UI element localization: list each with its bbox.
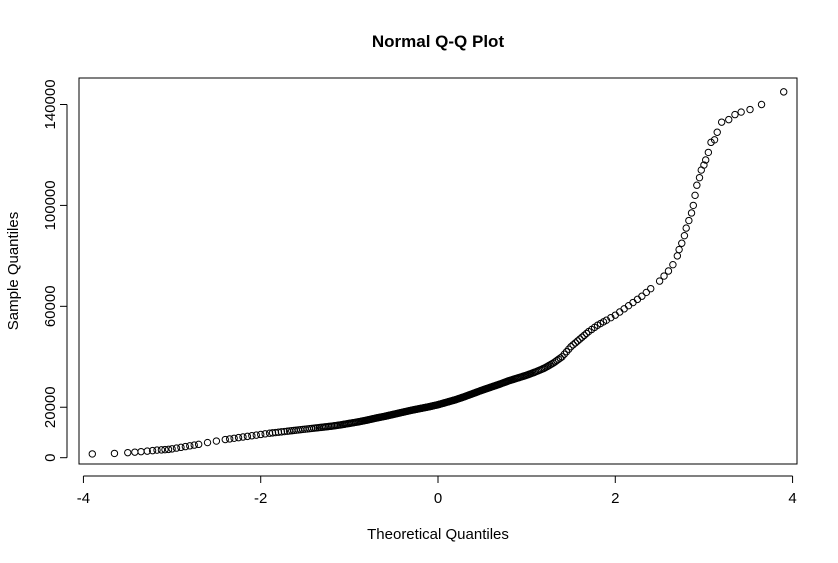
data-point bbox=[780, 88, 788, 96]
data-point bbox=[567, 342, 575, 351]
data-point bbox=[669, 260, 677, 269]
data-point bbox=[157, 446, 166, 454]
y-axis-label: Sample Quantiles bbox=[5, 212, 22, 330]
y-tick-label: 0 bbox=[42, 454, 59, 462]
data-point-fill bbox=[633, 295, 642, 304]
data-point bbox=[687, 209, 696, 217]
data-point bbox=[177, 443, 185, 452]
data-point bbox=[691, 191, 699, 200]
data-point bbox=[124, 448, 132, 457]
data-point bbox=[701, 156, 710, 164]
data-point bbox=[143, 447, 151, 455]
data-point bbox=[110, 449, 119, 458]
x-tick-label: 2 bbox=[611, 490, 619, 507]
y-tick-label: 20000 bbox=[42, 386, 59, 428]
y-tick-label: 140000 bbox=[42, 79, 59, 129]
y-tick-label: 60000 bbox=[42, 285, 59, 327]
data-point-fill bbox=[261, 430, 269, 438]
data-point bbox=[194, 440, 203, 449]
data-point-fill bbox=[234, 433, 243, 442]
data-point-fill bbox=[580, 331, 588, 340]
data-point bbox=[257, 430, 265, 439]
data-point bbox=[203, 438, 212, 447]
data-point bbox=[576, 335, 584, 343]
data-point bbox=[689, 201, 697, 210]
x-tick-label: -4 bbox=[77, 490, 90, 507]
data-point bbox=[675, 245, 683, 254]
data-point bbox=[710, 136, 719, 144]
y-axis: 0 20000 60000 100000 140000 bbox=[42, 79, 68, 462]
data-point bbox=[655, 277, 664, 285]
x-tick-label: -2 bbox=[254, 490, 267, 507]
data-point bbox=[660, 272, 668, 280]
data-point bbox=[221, 435, 229, 444]
data-point bbox=[700, 161, 708, 169]
data-point bbox=[693, 181, 701, 189]
chart-title: Normal Q-Q Plot bbox=[372, 32, 505, 51]
data-point bbox=[678, 239, 686, 247]
data-point-fill bbox=[642, 288, 651, 297]
data-point bbox=[664, 267, 673, 275]
data-points bbox=[88, 88, 788, 458]
data-point bbox=[680, 231, 689, 240]
data-point-fill bbox=[565, 345, 573, 353]
data-point bbox=[164, 445, 173, 454]
data-point bbox=[737, 108, 745, 116]
data-point bbox=[248, 432, 256, 440]
data-point bbox=[186, 442, 194, 450]
data-point bbox=[153, 446, 161, 454]
x-tick-label: 4 bbox=[788, 490, 796, 507]
data-point-fill bbox=[225, 435, 234, 443]
data-point bbox=[673, 252, 682, 260]
data-point bbox=[172, 444, 181, 452]
data-point-fill bbox=[562, 348, 571, 356]
data-point bbox=[682, 224, 690, 232]
data-point-fill bbox=[624, 301, 633, 310]
data-point bbox=[638, 292, 646, 300]
data-point-fill bbox=[569, 341, 577, 349]
y-tick-label: 100000 bbox=[42, 180, 59, 230]
data-point bbox=[725, 115, 733, 124]
data-point bbox=[230, 434, 238, 442]
data-point bbox=[212, 437, 221, 445]
data-point bbox=[190, 441, 198, 449]
data-point bbox=[239, 433, 247, 441]
data-point bbox=[695, 173, 704, 182]
data-point-fill bbox=[556, 354, 565, 362]
data-point-fill bbox=[578, 333, 586, 341]
data-point-fill bbox=[560, 350, 569, 358]
x-axis-label: Theoretical Quantiles bbox=[367, 526, 509, 543]
data-point bbox=[704, 148, 713, 157]
data-point bbox=[161, 445, 169, 454]
data-point-fill bbox=[243, 432, 252, 441]
data-point bbox=[148, 446, 157, 455]
data-point bbox=[137, 447, 145, 456]
data-point-fill bbox=[573, 337, 582, 345]
data-point bbox=[746, 105, 754, 114]
data-point bbox=[88, 450, 96, 458]
x-axis: -4 -2 0 2 4 bbox=[77, 475, 797, 507]
data-point-fill bbox=[280, 427, 289, 436]
data-point bbox=[685, 216, 693, 225]
data-point-fill bbox=[616, 308, 624, 316]
data-point-fill bbox=[252, 431, 260, 439]
data-point bbox=[558, 353, 566, 361]
data-point bbox=[757, 100, 766, 109]
data-point-fill bbox=[582, 329, 591, 338]
data-point bbox=[647, 284, 655, 293]
data-point bbox=[168, 445, 176, 453]
data-point bbox=[181, 442, 190, 451]
data-point bbox=[620, 305, 628, 313]
data-point bbox=[713, 128, 721, 136]
data-point bbox=[717, 118, 726, 126]
data-point bbox=[731, 110, 739, 119]
data-point-fill bbox=[571, 339, 580, 347]
x-tick-label: 0 bbox=[434, 490, 442, 507]
data-point bbox=[131, 448, 139, 456]
plot-frame bbox=[78, 77, 798, 465]
data-point bbox=[629, 298, 637, 307]
